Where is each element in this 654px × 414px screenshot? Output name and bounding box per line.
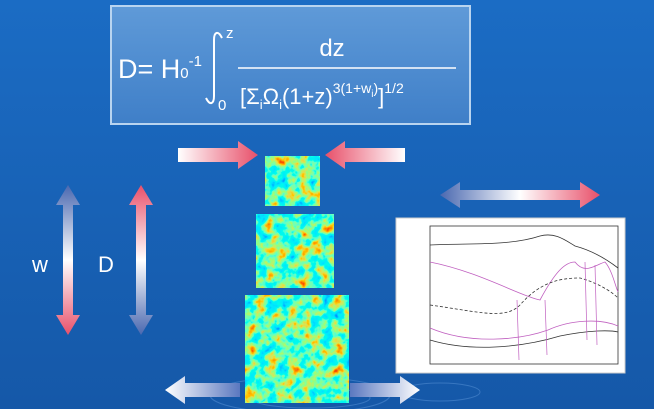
formula-part: [Σ	[240, 84, 260, 109]
bottom-arrow-right	[350, 376, 420, 404]
formula-part: (1+z)	[282, 84, 333, 109]
formula-box	[110, 5, 471, 125]
w-arrow	[56, 185, 80, 335]
sky-map-large	[245, 295, 349, 403]
formula-part: i	[279, 97, 282, 112]
formula-part: i	[260, 97, 263, 112]
denominator: [ΣiΩi(1+z)3(1+wi)]1/2	[240, 80, 404, 112]
formula-part: Ω	[263, 84, 279, 109]
lower-limit: 0	[218, 97, 226, 114]
integral-sign	[205, 32, 223, 104]
arrow-left	[325, 141, 405, 169]
formula-lhs: D= H0-1	[118, 53, 202, 84]
formula-part: ]	[378, 84, 384, 109]
sky-map-small	[265, 156, 320, 206]
d-label: D	[98, 252, 114, 277]
formula-part: D= H	[118, 54, 180, 84]
formula-part: i	[371, 89, 373, 100]
formula-part: 0	[180, 65, 188, 82]
sky-map-medium	[256, 214, 334, 288]
numerator: dz	[319, 35, 344, 62]
arrow-right	[178, 141, 258, 169]
formula-part: )	[373, 80, 378, 96]
bottom-arrow-left	[165, 376, 240, 404]
power-spectrum-plot	[395, 217, 626, 374]
double-arrow	[440, 182, 600, 208]
formula-part: -1	[189, 53, 202, 70]
formula-part: 1/2	[384, 80, 404, 96]
w-label: w	[31, 252, 48, 277]
formula-part: 3(1+w	[333, 80, 372, 96]
upper-limit: z	[226, 25, 234, 42]
d-arrow	[129, 185, 153, 335]
